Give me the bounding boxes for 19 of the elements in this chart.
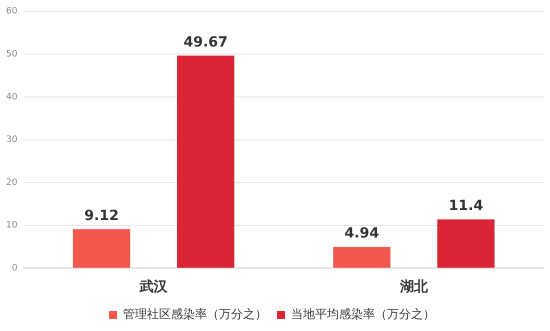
x-tick-label: 湖北 [398,279,429,296]
legend-label: 管理社区感染率（万分之） [123,307,267,322]
data-label: 11.4 [448,198,484,214]
data-label: 49.67 [183,34,228,50]
legend-label: 当地平均感染率（万分之） [291,307,435,322]
y-tick-label: 0 [12,264,18,274]
y-tick-label: 20 [6,178,18,188]
bar [72,229,130,268]
data-label: 9.12 [84,208,119,224]
bar [437,219,495,268]
y-tick-label: 60 [6,6,18,17]
data-label: 4.94 [344,226,380,242]
bar [333,247,390,268]
y-tick-label: 40 [6,92,18,102]
bar [177,56,234,268]
y-tick-label: 10 [6,220,18,231]
x-tick-label: 武汉 [138,279,169,296]
y-tick-label: 30 [6,135,18,146]
y-tick-label: 50 [6,50,18,60]
